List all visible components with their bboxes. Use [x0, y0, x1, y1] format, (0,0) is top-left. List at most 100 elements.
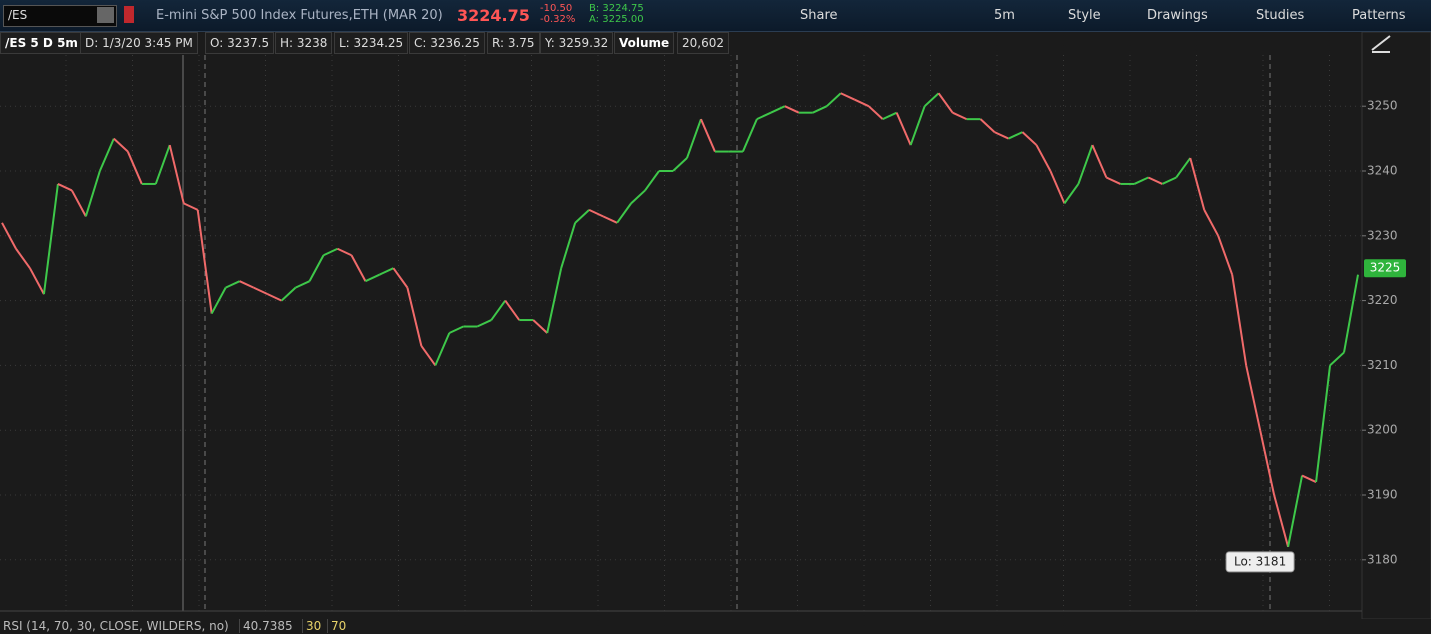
price-segment	[196, 209, 213, 314]
price-segment	[434, 332, 451, 366]
price-segment	[784, 105, 800, 114]
studies-button[interactable]: Studies	[1256, 8, 1305, 23]
volume: 20,602	[677, 32, 729, 54]
style-button[interactable]: Style	[1068, 8, 1101, 23]
price-segment	[588, 208, 604, 218]
toolbar: /ES E-mini S&P 500 Index Futures,ETH (MA…	[0, 0, 1431, 32]
price-segment	[909, 105, 926, 146]
price-segment	[1133, 176, 1149, 185]
bid: B: 3224.75	[589, 3, 644, 14]
price-segment	[686, 118, 702, 159]
instrument: E-mini S&P 500 Index Futures,ETH (MAR 20…	[156, 8, 443, 23]
price-segment	[1175, 157, 1192, 179]
price-segment	[379, 267, 394, 276]
price-segment	[42, 183, 59, 295]
price-segment	[1063, 183, 1080, 204]
price-segment	[1, 222, 17, 250]
link-color[interactable]	[124, 6, 134, 23]
price-segment	[741, 118, 758, 152]
last-price-label: 3225	[1370, 261, 1401, 275]
price-segment	[1273, 494, 1290, 548]
price-segment	[1203, 209, 1220, 237]
date: D: 1/3/20 3:45 PM	[80, 32, 198, 54]
ask: A: 3225.00	[589, 14, 644, 25]
price-segment	[1343, 274, 1359, 353]
price-segment	[98, 138, 115, 172]
price-segment	[1189, 157, 1206, 211]
y-tick-label: 3240	[1367, 163, 1398, 177]
study-name: RSI (14, 70, 30, CLOSE, WILDERS, no)	[3, 619, 229, 633]
price-segment	[1217, 235, 1234, 276]
price-segment	[113, 137, 129, 153]
price-segment	[994, 131, 1009, 140]
price-segment	[210, 287, 227, 315]
timeframe-button[interactable]: 5m	[994, 8, 1015, 23]
price-segment	[1021, 131, 1038, 146]
y-tick-label: 3220	[1367, 293, 1398, 307]
low-label: Lo: 3181	[1234, 554, 1286, 568]
price-segment	[420, 345, 437, 366]
price-segment	[225, 280, 241, 289]
price-segment	[812, 105, 828, 114]
price-segment	[630, 189, 646, 205]
price-segment	[1329, 351, 1345, 367]
price-segment	[183, 202, 199, 211]
price-segment	[1035, 144, 1052, 172]
price-segment	[1301, 474, 1317, 483]
price-segment	[672, 157, 688, 172]
price-segment	[770, 105, 786, 114]
price-segment	[350, 254, 367, 282]
price-segment	[923, 92, 940, 107]
chart-id: /ES 5 D 5m	[0, 32, 83, 54]
price-segment	[71, 189, 87, 217]
price-segment	[616, 202, 632, 224]
study-level: 30	[302, 619, 324, 633]
price-segment	[295, 280, 310, 289]
price-segment	[574, 209, 590, 224]
price-segment	[1245, 365, 1262, 431]
share-button[interactable]: Share	[800, 8, 838, 23]
price-segment	[490, 300, 507, 321]
price-segment	[602, 215, 618, 224]
open: O: 3237.5	[205, 32, 275, 54]
price-segment	[448, 325, 464, 334]
y-tick-label: 3250	[1367, 99, 1398, 113]
symbol-box[interactable]: /ES	[3, 5, 117, 27]
price-segment	[1105, 176, 1121, 185]
price-segment	[560, 222, 577, 269]
price-segment	[476, 319, 492, 328]
last-price-marker	[1364, 259, 1406, 278]
price-segment	[406, 287, 423, 347]
price-segment	[253, 286, 269, 296]
price-segment	[154, 144, 171, 185]
price-segment	[126, 151, 143, 185]
dropdown[interactable]	[97, 7, 114, 23]
price-segment	[504, 300, 521, 321]
y-tick-label: 3180	[1367, 552, 1398, 566]
price-segment	[15, 248, 31, 269]
low: L: 3234.25	[334, 32, 409, 54]
price-segment	[1008, 131, 1023, 140]
price-segment	[308, 254, 325, 282]
price-segment	[84, 170, 101, 217]
price-segment	[29, 267, 45, 295]
price-segment	[756, 111, 772, 121]
price-segment	[392, 267, 409, 289]
price-segment	[1091, 144, 1108, 178]
range: R: 3.75	[487, 32, 540, 54]
price-segment	[546, 267, 563, 334]
axis-icon[interactable]	[1371, 35, 1391, 53]
price-segment	[323, 247, 338, 257]
price-segment	[168, 144, 185, 204]
price-segment	[868, 105, 884, 120]
drawings-button[interactable]: Drawings	[1147, 8, 1208, 23]
price-segment	[267, 293, 283, 302]
patterns-button[interactable]: Patterns	[1352, 8, 1406, 23]
price-segment	[1049, 170, 1066, 204]
y-tick-label: 3190	[1367, 488, 1398, 502]
close: C: 3236.25	[409, 32, 485, 54]
price-segment	[1259, 429, 1276, 496]
price-segment	[895, 112, 912, 146]
price-segment	[826, 92, 842, 107]
